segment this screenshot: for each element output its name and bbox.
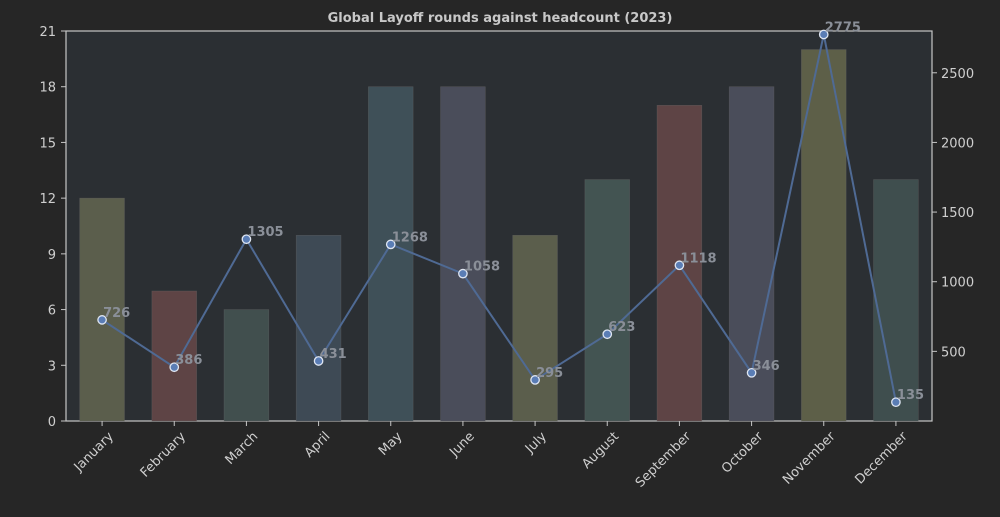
x-tick-label-august: August [579,429,622,472]
data-label-november: 2775 [825,20,861,35]
line-point-may [385,239,396,250]
line-point-july [530,375,540,385]
line-point-february [169,362,180,373]
x-axis: January February March April May June July Augu… [71,421,911,491]
data-label-february: 386 [175,353,202,368]
data-label-april: 431 [320,347,347,362]
x-tick-label-april: April [302,429,334,461]
left-tick-label: 0 [48,415,56,430]
x-tick-label-february: February [138,429,190,481]
plot-area [65,30,933,422]
line-point-august [602,329,613,340]
left-tick-label: 3 [48,359,56,374]
x-tick-label-june: June [446,429,477,460]
left-tick-label: 12 [39,192,56,207]
chart-title: Global Layoff rounds against headcount (… [328,11,673,26]
right-tick-label: 500 [941,345,966,360]
line-point-december [891,397,901,408]
bar-december [873,179,919,422]
left-tick-label: 15 [39,136,56,151]
line-point-april [313,356,324,366]
x-tick-label-march: March [223,429,262,468]
data-label-december: 135 [897,388,924,403]
line-point-june [458,268,468,279]
line-layer [97,29,901,408]
left-tick-label: 6 [48,304,56,319]
data-label-june: 1058 [464,260,500,275]
data-label-october: 346 [753,359,780,374]
bars-layer [79,49,919,422]
right-tick-label: 2500 [941,67,974,82]
headcount-line [101,34,897,403]
bar-april [295,234,342,422]
x-tick-label-december: December [852,429,911,488]
data-label-july: 295 [536,366,563,381]
data-label-may: 1268 [392,230,428,245]
line-point-january [97,315,107,325]
left-tick-label: 21 [39,25,56,40]
bar-october [728,86,775,422]
right-tick-label: 1500 [941,206,974,221]
data-label-january: 726 [103,306,130,321]
bar-february [151,290,197,422]
data-label-march: 1305 [247,225,283,240]
bar-june [440,86,486,422]
x-tick-label-july: July [522,429,550,457]
x-tick-label-october: October [719,429,767,477]
bar-march [223,309,270,422]
data-label-september: 1118 [680,251,716,266]
bar-july [512,234,558,422]
line-point-september [674,260,685,271]
line-point-november [818,29,829,40]
x-tick-label-may: May [376,429,406,459]
x-tick-label-november: November [780,429,839,488]
right-tick-label: 1000 [941,276,974,291]
left-tick-label: 18 [39,81,56,96]
bar-august [584,179,630,422]
right-axis: 500 1000 1500 2000 2500 [932,67,974,360]
bar-january [79,197,125,422]
left-tick-label: 9 [48,248,56,263]
left-axis: 0 3 6 9 12 15 18 21 [39,25,66,430]
data-labels-layer: 726 386 1305 431 1268 1058 295 623 1118 346 2775 13… [103,20,924,403]
x-tick-label-september: September [633,429,695,491]
bar-may [368,86,414,422]
data-label-august: 623 [608,320,635,335]
line-point-october [746,367,757,378]
line-point-march [241,234,252,245]
x-tick-label-january: January [71,429,117,475]
right-tick-label: 2000 [941,136,974,151]
